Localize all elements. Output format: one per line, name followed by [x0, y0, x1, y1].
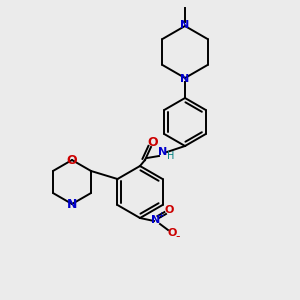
Text: N: N: [158, 147, 168, 157]
Text: O: O: [148, 136, 158, 149]
Text: N: N: [152, 215, 160, 225]
Text: N: N: [180, 74, 190, 84]
Text: N: N: [180, 20, 190, 30]
Text: +: +: [158, 211, 164, 220]
Text: H: H: [167, 151, 175, 161]
Text: O: O: [67, 154, 77, 166]
Text: O: O: [167, 228, 177, 238]
Text: N: N: [67, 197, 77, 211]
Text: O: O: [164, 205, 174, 215]
Text: -: -: [176, 230, 180, 244]
